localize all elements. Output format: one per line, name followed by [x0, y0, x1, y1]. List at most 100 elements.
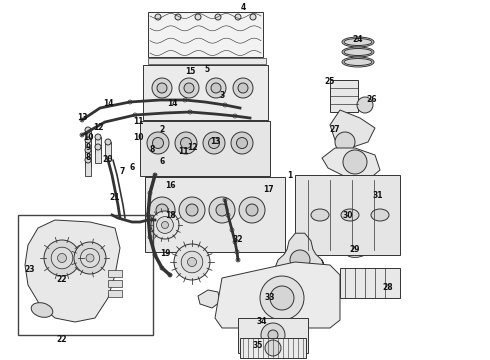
- Text: 31: 31: [373, 190, 383, 199]
- Bar: [108, 270, 122, 277]
- Text: 10: 10: [133, 134, 143, 143]
- Text: 3: 3: [220, 90, 224, 99]
- Text: 13: 13: [210, 138, 220, 147]
- Text: 9: 9: [85, 144, 91, 153]
- Circle shape: [85, 157, 91, 163]
- Ellipse shape: [335, 206, 365, 224]
- Circle shape: [236, 258, 240, 262]
- Circle shape: [51, 247, 73, 269]
- Bar: [108, 290, 122, 297]
- Bar: [85, 130, 91, 146]
- Circle shape: [153, 173, 157, 177]
- Circle shape: [233, 240, 237, 244]
- Circle shape: [268, 330, 278, 340]
- Circle shape: [246, 204, 258, 216]
- Text: 12: 12: [187, 144, 197, 153]
- Circle shape: [250, 14, 256, 20]
- Ellipse shape: [342, 37, 374, 47]
- Bar: [108, 280, 122, 287]
- Circle shape: [148, 191, 152, 195]
- Text: 4: 4: [241, 4, 245, 13]
- Circle shape: [235, 250, 239, 254]
- Circle shape: [86, 254, 94, 262]
- Circle shape: [85, 127, 91, 133]
- Circle shape: [179, 78, 199, 98]
- Circle shape: [80, 118, 84, 122]
- Circle shape: [223, 103, 227, 107]
- Polygon shape: [198, 290, 220, 308]
- Circle shape: [162, 221, 169, 229]
- Circle shape: [233, 78, 253, 98]
- Text: 21: 21: [110, 194, 120, 202]
- Text: 20: 20: [103, 156, 113, 165]
- Circle shape: [188, 257, 196, 266]
- Text: 5: 5: [204, 66, 210, 75]
- Circle shape: [74, 242, 106, 274]
- Text: 13: 13: [77, 113, 87, 122]
- Circle shape: [157, 83, 167, 93]
- Circle shape: [44, 240, 80, 276]
- Circle shape: [157, 217, 173, 233]
- Ellipse shape: [311, 209, 329, 221]
- Circle shape: [188, 110, 192, 114]
- Bar: [145, 177, 285, 252]
- Polygon shape: [365, 190, 395, 218]
- Bar: [140, 121, 270, 176]
- Text: 24: 24: [353, 36, 363, 45]
- Polygon shape: [330, 110, 375, 148]
- Circle shape: [343, 150, 367, 174]
- Text: 6: 6: [159, 158, 165, 166]
- Circle shape: [180, 138, 192, 148]
- Text: 18: 18: [165, 211, 175, 220]
- Circle shape: [183, 98, 187, 102]
- Circle shape: [95, 134, 101, 140]
- Circle shape: [233, 114, 237, 118]
- Circle shape: [155, 14, 161, 20]
- Text: 11: 11: [133, 117, 143, 126]
- Circle shape: [230, 228, 234, 232]
- Circle shape: [175, 132, 197, 154]
- Bar: [143, 65, 268, 120]
- Circle shape: [209, 138, 220, 148]
- Ellipse shape: [342, 57, 374, 67]
- Text: 11: 11: [178, 148, 188, 157]
- Ellipse shape: [372, 200, 388, 210]
- Circle shape: [186, 204, 198, 216]
- Circle shape: [147, 132, 169, 154]
- Text: 19: 19: [160, 248, 170, 257]
- Circle shape: [216, 204, 228, 216]
- Circle shape: [57, 253, 67, 262]
- Text: 35: 35: [253, 342, 263, 351]
- Text: 27: 27: [330, 126, 341, 135]
- Bar: [148, 12, 263, 57]
- Text: 15: 15: [185, 68, 195, 77]
- Circle shape: [160, 266, 164, 270]
- Bar: [105, 142, 111, 158]
- Text: 22: 22: [57, 275, 67, 284]
- Ellipse shape: [350, 243, 366, 253]
- Polygon shape: [25, 220, 120, 322]
- Bar: [85, 140, 91, 156]
- Circle shape: [237, 138, 247, 148]
- Text: 6: 6: [129, 163, 135, 172]
- Circle shape: [265, 340, 281, 356]
- Ellipse shape: [341, 210, 359, 220]
- Circle shape: [261, 323, 285, 347]
- Text: 14: 14: [167, 99, 177, 108]
- Text: 8: 8: [85, 153, 91, 162]
- Ellipse shape: [344, 39, 372, 45]
- Circle shape: [151, 211, 179, 239]
- Polygon shape: [322, 148, 380, 180]
- Circle shape: [149, 197, 175, 223]
- Circle shape: [156, 204, 168, 216]
- Bar: [330, 80, 358, 112]
- Circle shape: [290, 250, 310, 270]
- Text: 26: 26: [367, 95, 377, 104]
- Circle shape: [174, 244, 210, 280]
- Circle shape: [133, 113, 137, 117]
- Bar: [148, 58, 266, 64]
- Circle shape: [206, 78, 226, 98]
- Text: 12: 12: [93, 123, 103, 132]
- Circle shape: [235, 14, 241, 20]
- Circle shape: [175, 14, 181, 20]
